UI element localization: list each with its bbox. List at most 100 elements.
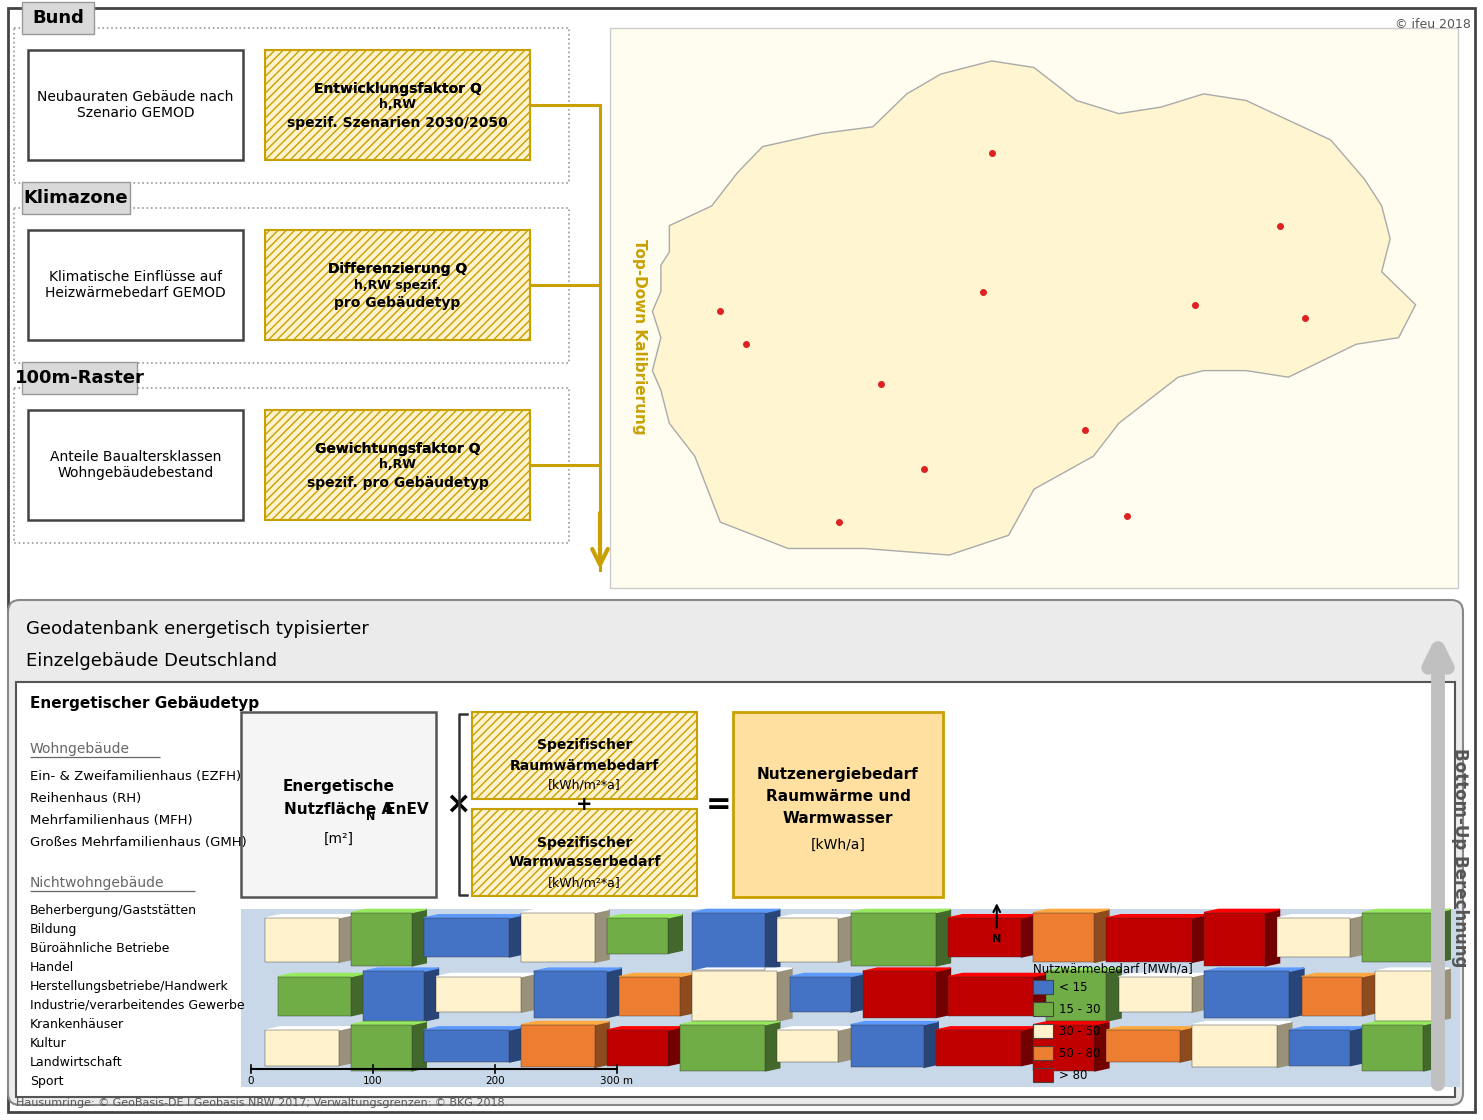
- Polygon shape: [1375, 968, 1450, 971]
- Polygon shape: [534, 968, 621, 971]
- Polygon shape: [948, 915, 1035, 918]
- Polygon shape: [350, 909, 426, 913]
- Bar: [789, 977, 850, 1012]
- Text: Geodatenbank energetisch typisierter: Geodatenbank energetisch typisierter: [27, 620, 369, 638]
- Bar: [363, 971, 424, 1021]
- Bar: [424, 918, 509, 958]
- Bar: [618, 977, 679, 1016]
- Bar: [1289, 1030, 1351, 1065]
- Polygon shape: [1204, 968, 1304, 971]
- Polygon shape: [1424, 1021, 1439, 1071]
- Text: [m²]: [m²]: [323, 831, 353, 846]
- Bar: [522, 913, 595, 962]
- Polygon shape: [509, 1027, 523, 1062]
- Text: Handel: Handel: [30, 961, 74, 974]
- Polygon shape: [1302, 973, 1378, 977]
- Bar: [277, 977, 350, 1016]
- Bar: [610, 28, 1458, 588]
- Text: Herstellungsbetriebe/Handwerk: Herstellungsbetriebe/Handwerk: [30, 980, 228, 993]
- Bar: [363, 971, 424, 1021]
- Text: Bildung: Bildung: [30, 923, 77, 936]
- Text: < 15: < 15: [1059, 981, 1089, 993]
- Bar: [472, 712, 697, 799]
- Polygon shape: [522, 973, 535, 1012]
- Polygon shape: [607, 915, 682, 918]
- Polygon shape: [1106, 915, 1207, 918]
- Bar: [265, 1030, 338, 1065]
- Bar: [777, 918, 838, 962]
- Polygon shape: [607, 1027, 682, 1030]
- Bar: [1106, 1030, 1179, 1062]
- Polygon shape: [1094, 909, 1109, 962]
- Text: 50 - 80: 50 - 80: [1059, 1047, 1100, 1060]
- Text: Bund: Bund: [33, 9, 85, 27]
- Polygon shape: [1034, 909, 1109, 913]
- Text: N: N: [992, 934, 1001, 944]
- Text: EnEV: EnEV: [381, 802, 429, 816]
- Text: 15 - 30: 15 - 30: [1059, 1002, 1100, 1016]
- Polygon shape: [679, 1021, 780, 1025]
- Text: Entwicklungsfaktor Q: Entwicklungsfaktor Q: [313, 82, 482, 96]
- Polygon shape: [1363, 909, 1450, 913]
- Bar: [850, 913, 936, 965]
- Bar: [607, 918, 667, 953]
- Polygon shape: [350, 1021, 426, 1025]
- Bar: [1106, 918, 1192, 962]
- Polygon shape: [789, 973, 865, 977]
- Text: N: N: [366, 812, 375, 821]
- Text: 200: 200: [485, 1076, 504, 1086]
- Text: Nutzenergiebedarf: Nutzenergiebedarf: [758, 767, 919, 782]
- Bar: [1204, 913, 1265, 965]
- Bar: [679, 1025, 765, 1071]
- Text: Warmwasserbedarf: Warmwasserbedarf: [509, 856, 661, 869]
- Polygon shape: [679, 973, 694, 1016]
- Polygon shape: [1363, 1021, 1439, 1025]
- Text: Mehrfamilienhaus (MFH): Mehrfamilienhaus (MFH): [30, 814, 193, 827]
- Bar: [777, 1030, 838, 1062]
- Polygon shape: [1363, 973, 1378, 1016]
- Text: © ifeu 2018: © ifeu 2018: [1396, 18, 1471, 31]
- Text: [kWh/a]: [kWh/a]: [811, 838, 866, 851]
- Polygon shape: [765, 1021, 780, 1071]
- Bar: [1034, 913, 1094, 962]
- Bar: [733, 712, 943, 897]
- Polygon shape: [595, 1021, 610, 1067]
- Polygon shape: [1192, 1021, 1292, 1025]
- Polygon shape: [522, 909, 610, 913]
- Polygon shape: [1034, 1021, 1109, 1025]
- Text: [kWh/m²*a]: [kWh/m²*a]: [549, 780, 621, 792]
- Polygon shape: [653, 60, 1416, 556]
- Bar: [1046, 971, 1106, 1021]
- Bar: [436, 977, 522, 1012]
- Bar: [522, 1025, 595, 1067]
- Text: 0: 0: [248, 1076, 254, 1086]
- Polygon shape: [1022, 1027, 1035, 1065]
- Bar: [265, 50, 529, 160]
- Bar: [1302, 977, 1363, 1016]
- Bar: [28, 50, 243, 160]
- Text: Ein- & Zweifamilienhaus (EZFH): Ein- & Zweifamilienhaus (EZFH): [30, 771, 242, 783]
- Bar: [13, 28, 569, 183]
- Bar: [350, 913, 412, 965]
- Bar: [850, 913, 936, 965]
- Bar: [534, 971, 607, 1018]
- Text: Energetischer Gebäudetyp: Energetischer Gebäudetyp: [30, 696, 260, 711]
- Bar: [242, 712, 436, 897]
- Polygon shape: [693, 909, 780, 913]
- Bar: [1034, 1068, 1053, 1082]
- Polygon shape: [863, 968, 951, 971]
- Text: Nutzfläche A: Nutzfläche A: [283, 802, 393, 816]
- Text: Landwirtschaft: Landwirtschaft: [30, 1056, 123, 1068]
- Polygon shape: [936, 909, 951, 965]
- Bar: [1363, 913, 1436, 962]
- Bar: [28, 410, 243, 520]
- Text: Gewichtungsfaktor Q: Gewichtungsfaktor Q: [314, 442, 480, 456]
- Polygon shape: [693, 968, 792, 971]
- Bar: [242, 909, 1459, 1088]
- Text: ×: ×: [445, 790, 470, 819]
- Polygon shape: [338, 1027, 353, 1065]
- Bar: [936, 1030, 1022, 1065]
- Polygon shape: [667, 1027, 682, 1065]
- Text: h,RW spezif.: h,RW spezif.: [354, 279, 440, 291]
- Polygon shape: [1179, 1027, 1194, 1062]
